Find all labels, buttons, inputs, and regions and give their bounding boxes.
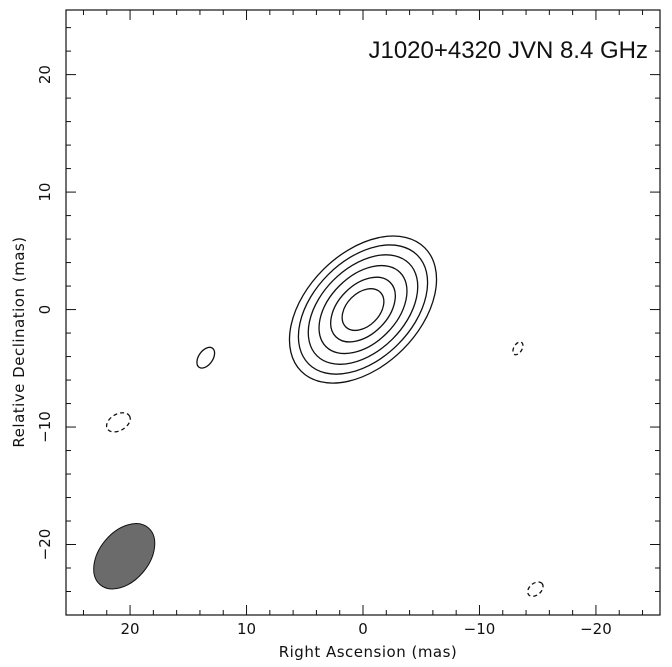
y-tick-label: −20	[36, 529, 54, 561]
plot-frame	[65, 9, 661, 616]
x-tick-label: 0	[358, 620, 368, 638]
contour-level-3	[307, 254, 419, 365]
y-tick-label: 20	[36, 65, 54, 84]
negative-contour-2	[105, 412, 131, 433]
contour-level-4	[318, 264, 408, 355]
y-tick-label: 10	[36, 183, 54, 202]
chart-title: J1020+4320 JVN 8.4 GHz	[368, 37, 648, 64]
contour-level-5	[330, 276, 396, 343]
tick-labels-layer: 20 10 0 −10 −20 20 10 0 −10 −20	[36, 65, 612, 638]
positive-contour-1	[196, 346, 216, 369]
x-tick-label: −20	[580, 620, 612, 638]
y-axis-title: Relative Declination (mas)	[10, 236, 28, 447]
x-tick-label: 20	[121, 620, 140, 638]
x-tick-label: 10	[237, 620, 256, 638]
beam-ellipse	[93, 523, 156, 590]
x-axis-title: Right Ascension (mas)	[279, 643, 458, 661]
y-tick-label: −10	[36, 411, 54, 443]
contour-level-1	[288, 235, 438, 384]
contours-layer	[93, 235, 544, 598]
y-tick-label: 0	[36, 305, 54, 315]
contour-level-6	[341, 288, 385, 332]
negative-contour-3	[512, 341, 524, 356]
contour-level-2	[297, 244, 429, 375]
negative-contour-4	[527, 581, 544, 598]
ticks-layer	[66, 10, 660, 616]
x-tick-label: −10	[464, 620, 496, 638]
